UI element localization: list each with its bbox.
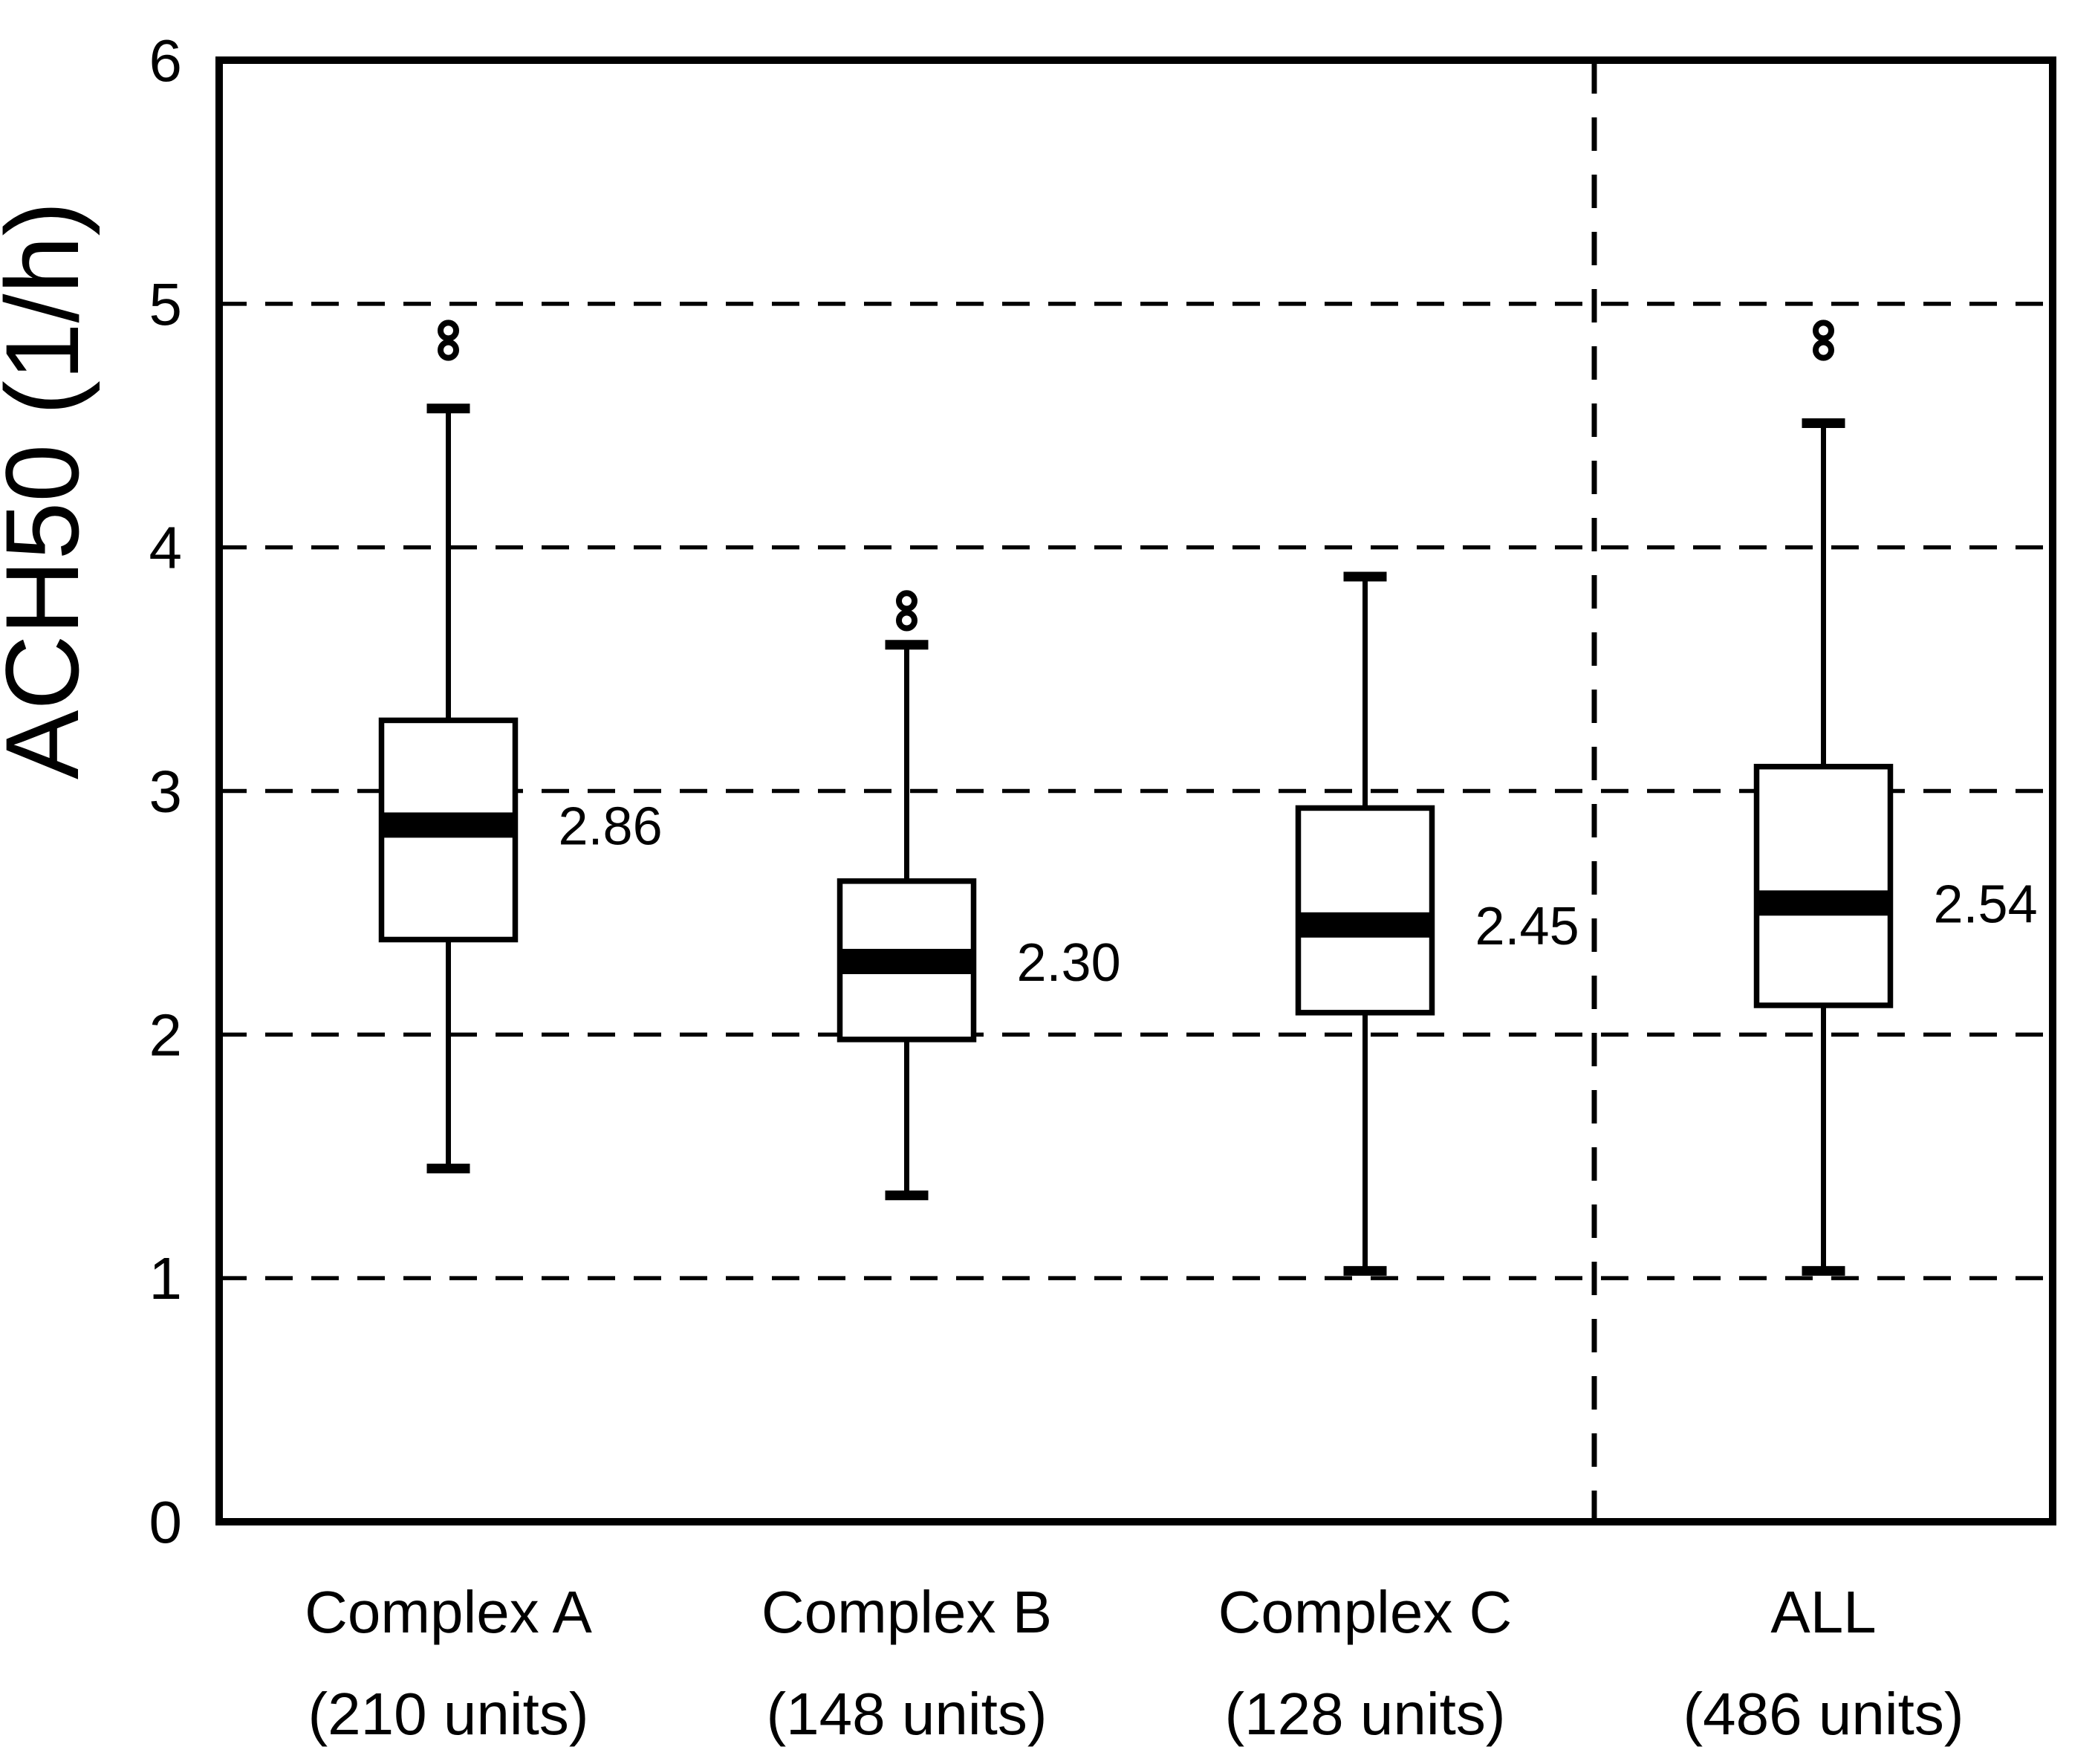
y-tick-label-3: 3 [149, 759, 183, 825]
box-group-all: 2.54 ALL (486 units) [1683, 320, 2038, 1747]
median-band [1298, 912, 1432, 938]
x-category-label: Complex C [1218, 1579, 1513, 1645]
x-category-label: ALL [1770, 1579, 1876, 1645]
median-band [839, 948, 974, 974]
median-band [381, 812, 516, 838]
y-tick-label-0: 0 [149, 1489, 183, 1555]
x-category-units-label: (148 units) [767, 1681, 1048, 1747]
box-group-complex-b: 2.30 Complex B (148 units) [761, 590, 1121, 1747]
outlier-point [896, 609, 917, 632]
median-value-label: 2.30 [1017, 933, 1121, 993]
median-value-label: 2.86 [559, 797, 663, 856]
box-group-complex-a: 2.86 Complex A (210 units) [305, 320, 663, 1747]
y-tick-label-1: 1 [149, 1245, 183, 1311]
x-category-units-label: (486 units) [1683, 1681, 1964, 1747]
outlier-point [438, 339, 459, 361]
iqr-box [1295, 805, 1435, 1016]
y-tick-label-6: 6 [149, 27, 183, 94]
y-axis-title: ACH50 (1/h) [0, 201, 100, 779]
plot-border [215, 56, 2056, 1525]
median-band [1756, 890, 1891, 916]
outlier-point [1813, 339, 1834, 361]
x-category-units-label: (128 units) [1225, 1681, 1506, 1747]
iqr-box [1753, 763, 1894, 1008]
outlier-point [1813, 320, 1834, 342]
x-category-units-label: (210 units) [308, 1681, 589, 1747]
x-category-label: Complex A [305, 1579, 592, 1645]
x-category-label: Complex B [761, 1579, 1052, 1645]
median-value-label: 2.45 [1475, 897, 1579, 956]
outlier-point [896, 590, 917, 612]
outlier-point [438, 320, 459, 342]
y-tick-label-4: 4 [149, 515, 183, 581]
y-tick-label-2: 2 [149, 1002, 183, 1068]
y-tick-label-5: 5 [149, 271, 183, 337]
box-group-complex-c: 2.45 Complex C (128 units) [1218, 571, 1579, 1747]
median-value-label: 2.54 [1934, 875, 2038, 934]
